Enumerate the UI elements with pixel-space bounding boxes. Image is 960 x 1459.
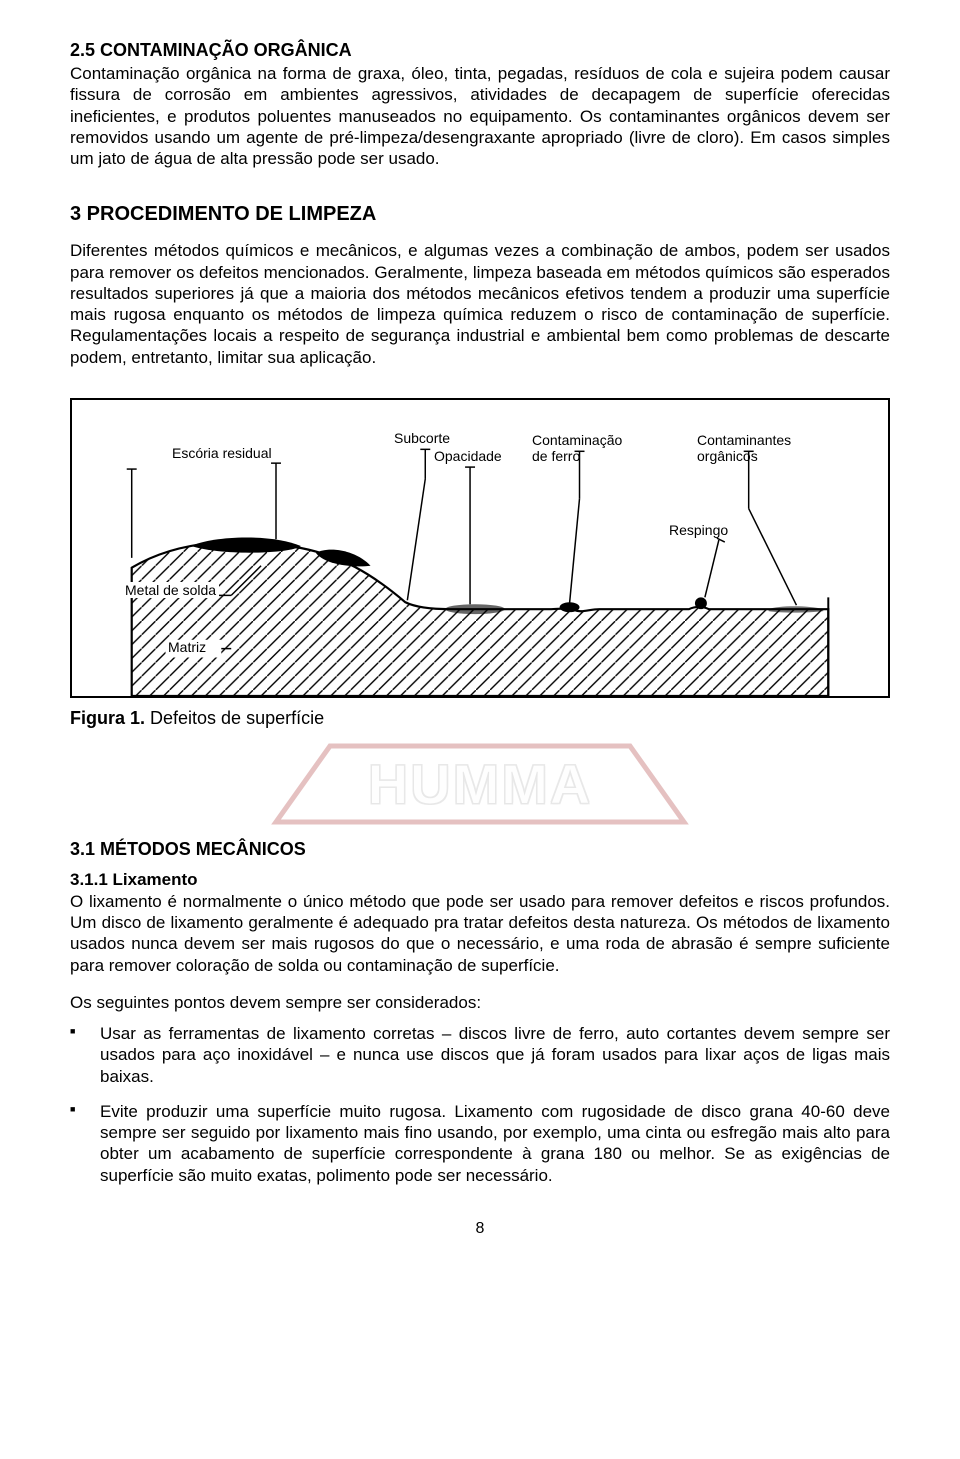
- figure-1-caption: Figura 1. Defeitos de superfície: [70, 708, 890, 729]
- section-2-5-body: Contaminação orgânica na forma de graxa,…: [70, 63, 890, 169]
- list-item: Evite produzir uma superfície muito rugo…: [70, 1101, 890, 1186]
- considerations-intro: Os seguintes pontos devem sempre ser con…: [70, 992, 890, 1013]
- label-opacidade: Opacidade: [434, 448, 502, 464]
- list-item: Usar as ferramentas de lixamento correta…: [70, 1023, 890, 1087]
- watermark-trapezoid: [270, 740, 690, 828]
- label-matriz: Matriz: [168, 639, 206, 655]
- label-contam-ferro-1: Contaminação: [532, 432, 622, 448]
- label-contam-ferro-2: de ferro: [532, 448, 580, 464]
- section-3-body: Diferentes métodos químicos e mecânicos,…: [70, 240, 890, 368]
- label-subcorte: Subcorte: [394, 430, 450, 446]
- section-3-1-1-body: O lixamento é normalmente o único método…: [70, 891, 890, 976]
- section-2-5-title: 2.5 CONTAMINAÇÃO ORGÂNICA: [70, 40, 890, 61]
- page-number: 8: [70, 1220, 890, 1238]
- label-metal-solda: Metal de solda: [122, 582, 219, 598]
- section-3-1-title: 3.1 MÉTODOS MECÂNICOS: [70, 839, 890, 860]
- watermark: HUMMA: [70, 739, 890, 829]
- figure-1-caption-label: Figura 1.: [70, 708, 145, 728]
- figure-1-diagram: Escória residual Subcorte Opacidade Cont…: [70, 398, 890, 698]
- label-contam-org-1: Contaminantes: [697, 432, 791, 448]
- label-respingo: Respingo: [669, 522, 728, 538]
- considerations-list: Usar as ferramentas de lixamento correta…: [70, 1023, 890, 1186]
- label-escoria: Escória residual: [172, 445, 272, 461]
- section-3-title: 3 PROCEDIMENTO DE LIMPEZA: [70, 203, 890, 226]
- section-3-1-1-title: 3.1.1 Lixamento: [70, 870, 890, 890]
- label-contam-org-2: orgânicos: [697, 448, 758, 464]
- figure-1: Escória residual Subcorte Opacidade Cont…: [70, 398, 890, 729]
- figure-1-caption-text: Defeitos de superfície: [145, 708, 324, 728]
